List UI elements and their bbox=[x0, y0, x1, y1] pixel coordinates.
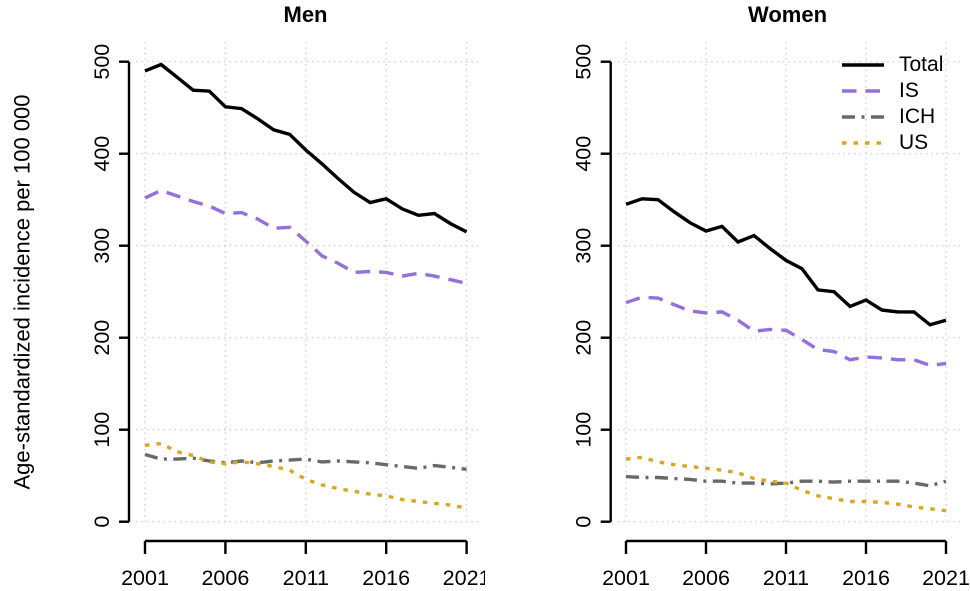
panel-title-women: Women bbox=[747, 2, 828, 27]
women-chart-plot: 0 100 200 300 400 500 2001 2006 2011 2016 2021 bbox=[572, 42, 970, 590]
series-line-us bbox=[625, 455, 947, 513]
x-tick-label: 2001 bbox=[602, 566, 650, 590]
y-tick-label: 200 bbox=[572, 320, 596, 356]
y-tick-label: 0 bbox=[572, 516, 596, 528]
men-chart-plot: 0 100 200 300 400 500 2001 2006 2011 2016 2021 bbox=[90, 42, 485, 590]
ich-line-swatch-icon bbox=[842, 115, 884, 119]
x-tick-label: 2011 bbox=[763, 566, 809, 590]
series-line-is bbox=[144, 188, 467, 286]
panel-women: Women 0 100 200 300 400 500 2001 2006 2011 2016 20… bbox=[485, 0, 970, 591]
x-tick-label: 2001 bbox=[121, 566, 169, 590]
panel-title-men: Men bbox=[283, 2, 328, 27]
y-tick-label: 500 bbox=[90, 44, 114, 80]
legend: Total IS ICH US bbox=[841, 52, 943, 156]
legend-label-total: Total bbox=[899, 53, 944, 76]
y-tick-label: 0 bbox=[90, 516, 114, 528]
series-line-us bbox=[144, 441, 467, 510]
series-line-total bbox=[144, 62, 468, 234]
x-tick-label: 2011 bbox=[283, 566, 329, 590]
x-tick-label: 2016 bbox=[842, 566, 890, 590]
series-line-ich bbox=[625, 474, 947, 488]
x-tick-label: 2006 bbox=[682, 566, 730, 590]
series-line-total bbox=[625, 197, 947, 327]
series-line-ich bbox=[144, 452, 467, 471]
total-line-swatch-icon bbox=[842, 63, 884, 67]
is-line-swatch-icon bbox=[842, 89, 884, 93]
legend-label-ich: ICH bbox=[899, 105, 936, 128]
x-tick-label: 2021 bbox=[922, 566, 970, 590]
y-tick-label: 100 bbox=[90, 412, 114, 448]
legend-label-is: IS bbox=[899, 79, 919, 102]
legend-item-total: Total bbox=[841, 52, 943, 78]
x-tick-label: 2016 bbox=[362, 566, 410, 590]
y-tick-label: 500 bbox=[572, 44, 596, 80]
us-line-swatch-icon bbox=[842, 141, 884, 145]
y-tick-label: 400 bbox=[572, 136, 596, 172]
legend-item-is: IS bbox=[841, 78, 943, 104]
series-line-is bbox=[625, 295, 947, 368]
y-tick-label: 100 bbox=[572, 412, 596, 448]
x-tick-label: 2006 bbox=[201, 566, 249, 590]
y-tick-label: 300 bbox=[90, 228, 114, 264]
y-tick-label: 400 bbox=[90, 136, 114, 172]
legend-label-us: US bbox=[899, 131, 929, 154]
y-tick-label: 200 bbox=[90, 320, 114, 356]
panel-men: Men 0 100 200 300 400 500 2001 2006 2011 2016 2021 bbox=[90, 2, 485, 590]
legend-item-us: US bbox=[841, 130, 943, 156]
x-tick-label: 2021 bbox=[443, 566, 485, 590]
y-tick-label: 300 bbox=[572, 228, 596, 264]
legend-item-ich: ICH bbox=[841, 104, 943, 130]
